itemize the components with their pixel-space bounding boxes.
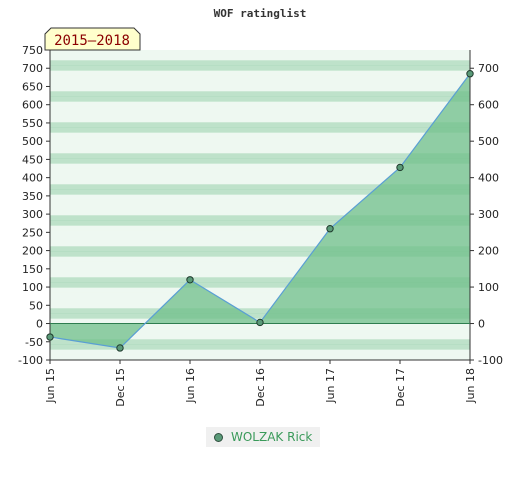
data-point bbox=[46, 333, 54, 341]
right-tick-label: 0 bbox=[478, 318, 485, 331]
x-tick-label: Jun 15 bbox=[44, 368, 57, 404]
left-tick-label: 200 bbox=[22, 245, 43, 258]
x-tick-label: Dec 16 bbox=[254, 368, 267, 407]
data-point bbox=[326, 225, 334, 233]
left-tick-label: 250 bbox=[22, 226, 43, 239]
legend-label: WOLZAK Rick bbox=[231, 430, 313, 444]
x-tick-label: Jun 18 bbox=[464, 368, 477, 404]
right-tick-label: 400 bbox=[478, 172, 499, 185]
legend: WOLZAK Rick bbox=[206, 427, 321, 447]
axes: -100 -50 0 50 100 150 200 250 300 350 400 450 500 550… bbox=[18, 44, 503, 407]
left-tick-label: 500 bbox=[22, 135, 43, 148]
date-range-badge: 2015–2018 bbox=[44, 27, 141, 51]
left-tick-label: 700 bbox=[22, 62, 43, 75]
left-tick-label: 100 bbox=[22, 281, 43, 294]
area-fill bbox=[50, 73, 470, 348]
left-tick-label: 450 bbox=[22, 153, 43, 166]
x-tick-label: Jun 17 bbox=[324, 368, 337, 404]
right-tick-label: 500 bbox=[478, 135, 499, 148]
data-point bbox=[116, 344, 124, 352]
data-point bbox=[256, 318, 264, 327]
right-tick-label: 600 bbox=[478, 99, 499, 112]
data-point bbox=[466, 70, 474, 78]
data-point bbox=[186, 276, 194, 284]
left-tick-label: 50 bbox=[29, 299, 43, 312]
data-points bbox=[46, 70, 474, 352]
right-tick-label: 700 bbox=[478, 62, 499, 75]
area-region bbox=[50, 73, 470, 348]
chart-title: WOF ratinglist bbox=[214, 7, 307, 20]
left-tick-label: 550 bbox=[22, 117, 43, 130]
left-tick-label: 350 bbox=[22, 190, 43, 203]
x-tick-label: Dec 17 bbox=[394, 368, 407, 407]
left-tick-label: 750 bbox=[22, 44, 43, 57]
data-point bbox=[396, 163, 404, 172]
x-tick-label: Dec 15 bbox=[114, 368, 127, 407]
right-tick-label: -100 bbox=[478, 354, 503, 367]
legend-marker-icon bbox=[214, 432, 223, 442]
left-tick-label: 150 bbox=[22, 263, 43, 276]
left-tick-label: 650 bbox=[22, 80, 43, 93]
left-tick-label: -100 bbox=[18, 354, 43, 367]
x-tick-label: Jun 16 bbox=[184, 368, 197, 404]
left-tick-label: -50 bbox=[25, 336, 43, 349]
left-tick-label: 0 bbox=[36, 318, 43, 331]
left-tick-label: 300 bbox=[22, 208, 43, 221]
right-tick-label: 100 bbox=[478, 281, 499, 294]
right-tick-label: 300 bbox=[478, 208, 499, 221]
left-tick-label: 600 bbox=[22, 99, 43, 112]
right-tick-label: 200 bbox=[478, 245, 499, 258]
date-range-label: 2015–2018 bbox=[54, 33, 130, 49]
left-tick-label: 400 bbox=[22, 172, 43, 185]
